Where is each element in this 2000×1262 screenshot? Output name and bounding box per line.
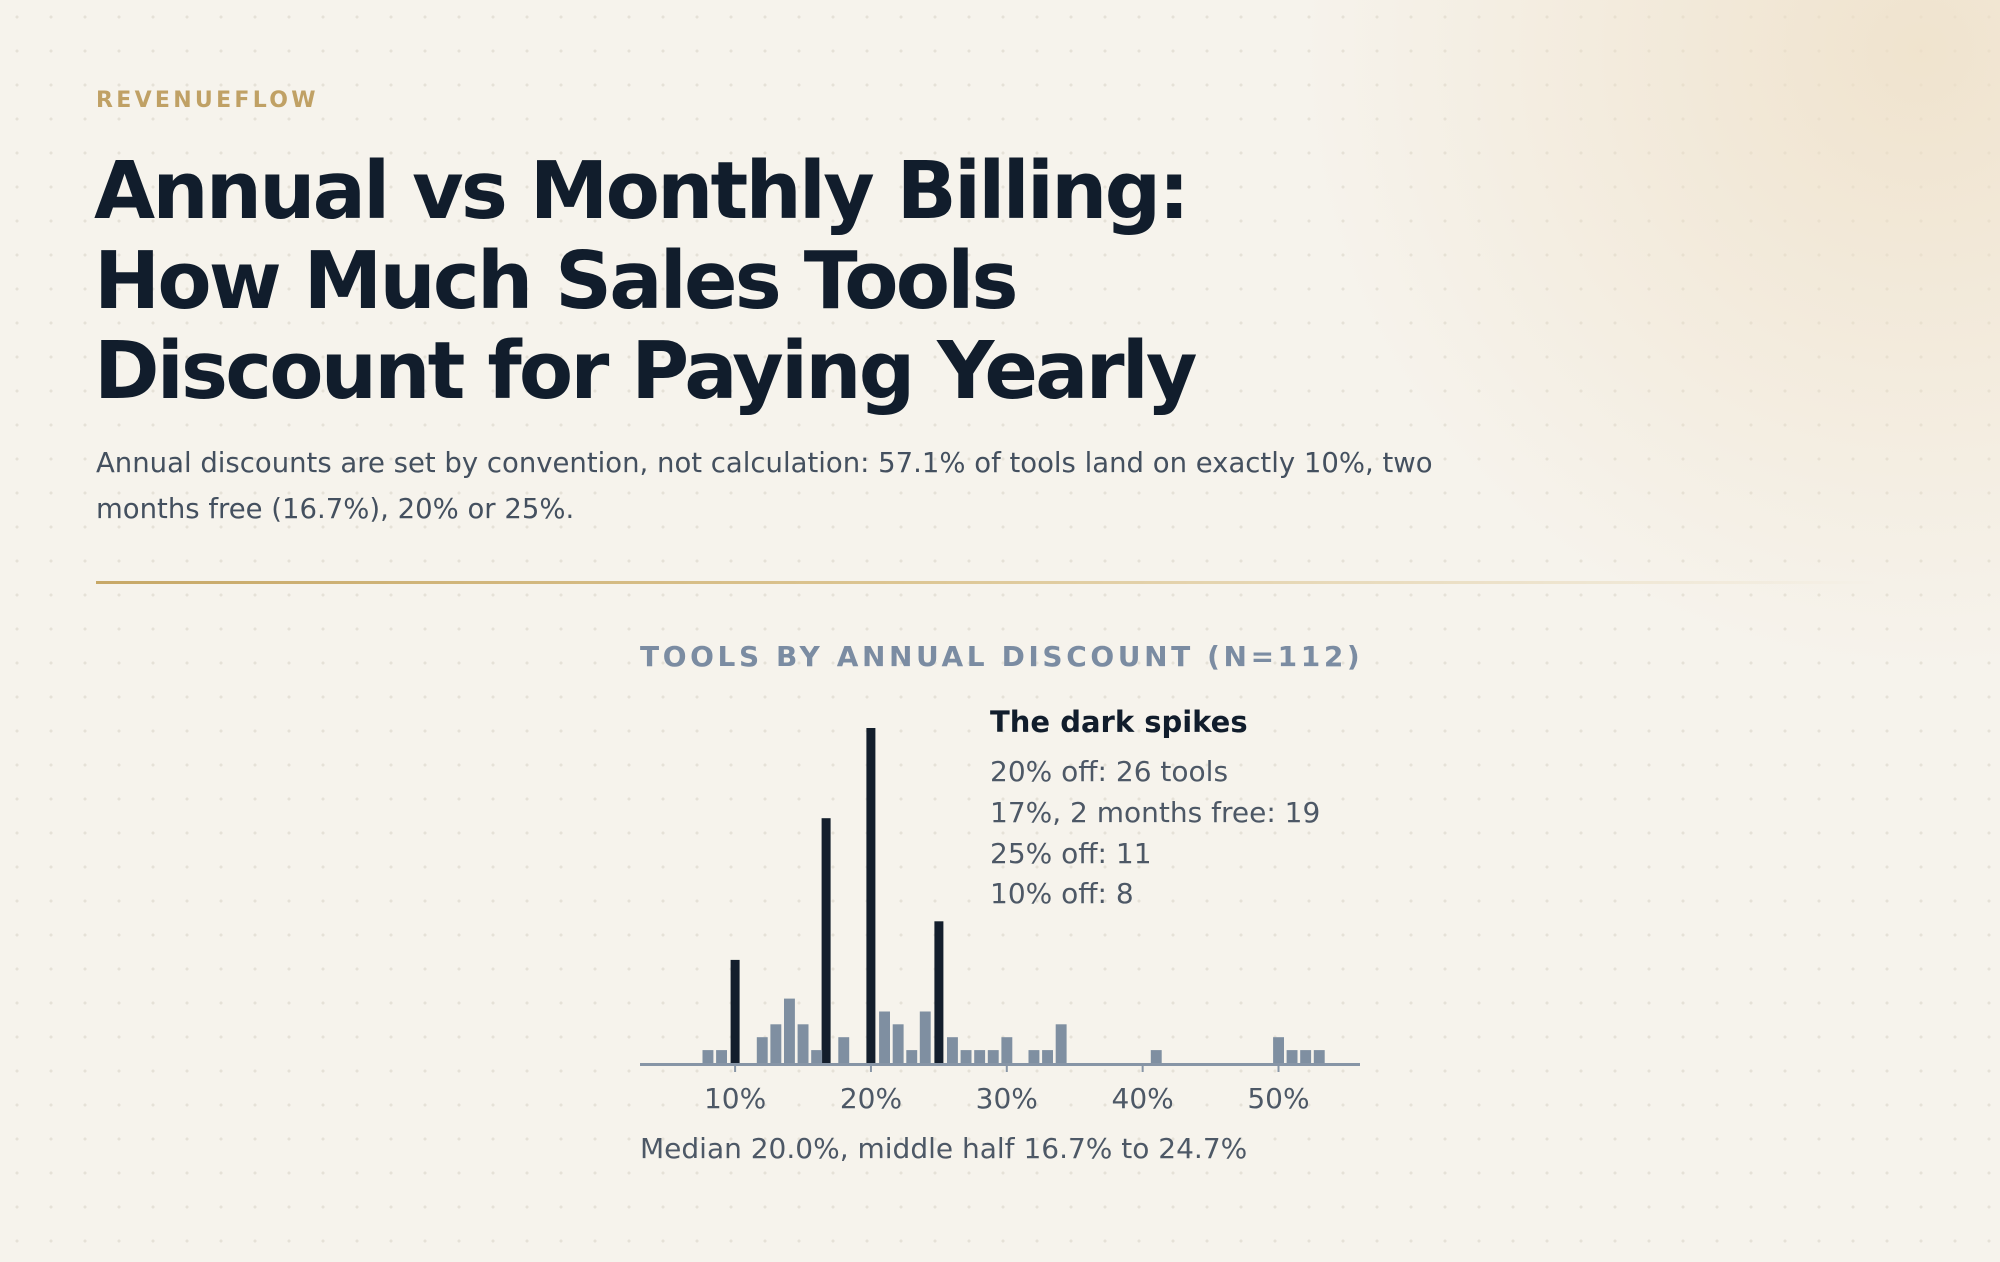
histogram-bar — [784, 998, 795, 1063]
histogram-bar — [1313, 1050, 1325, 1063]
histogram-bar — [716, 1050, 727, 1063]
annotation-block: The dark spikes 20% off: 26 tools 17%, 2… — [990, 705, 1320, 910]
x-tick-label: 20% — [840, 1082, 902, 1115]
histogram-bar — [1300, 1050, 1312, 1063]
histogram-bar — [797, 1024, 809, 1063]
annotation-line: 10% off: 8 — [990, 877, 1134, 910]
histogram-bar — [1001, 1037, 1013, 1063]
histogram-bar — [879, 1011, 890, 1063]
page-title: Annual vs Monthly Billing: How Much Sale… — [94, 146, 1394, 416]
title-line-3: Discount for Paying Yearly — [94, 325, 1198, 417]
x-axis-ticks: 10% 20% 30% 40% 50% — [704, 1063, 1310, 1115]
x-tick-label: 30% — [976, 1082, 1038, 1115]
histogram-bar — [756, 1037, 768, 1063]
histogram-bar — [1042, 1050, 1053, 1063]
histogram-bar — [1273, 1037, 1284, 1063]
histogram-bar — [919, 1011, 931, 1063]
histogram-bar — [702, 1050, 714, 1063]
bar-group — [702, 728, 1325, 1063]
spike-bar — [934, 921, 944, 1063]
chart-footnote: Median 20.0%, middle half 16.7% to 24.7% — [640, 1132, 1248, 1165]
chart-title: TOOLS BY ANNUAL DISCOUNT (N=112) — [640, 640, 1364, 673]
annotation-line: 17%, 2 months free: 19 — [990, 796, 1320, 829]
histogram-bar — [811, 1050, 823, 1063]
annotation-title: The dark spikes — [990, 705, 1248, 739]
histogram-bar — [906, 1050, 918, 1063]
spike-bar — [866, 728, 876, 1063]
x-tick-label: 50% — [1247, 1082, 1309, 1115]
histogram-bar — [987, 1050, 999, 1063]
histogram-bar — [892, 1024, 904, 1063]
subtitle: Annual discounts are set by convention, … — [96, 447, 1433, 525]
spike-bar — [821, 818, 831, 1063]
x-tick-label: 40% — [1112, 1082, 1174, 1115]
histogram-bar — [960, 1050, 972, 1063]
title-line-1: Annual vs Monthly Billing: — [94, 145, 1190, 237]
x-tick-label: 10% — [704, 1082, 766, 1115]
histogram-bar — [974, 1050, 986, 1063]
histogram-bar — [770, 1024, 782, 1063]
histogram-bar — [1028, 1050, 1040, 1063]
histogram-bar — [1055, 1024, 1067, 1063]
histogram-bar — [1150, 1050, 1162, 1063]
annotation-line: 25% off: 11 — [990, 837, 1152, 870]
histogram-bar — [1286, 1050, 1298, 1063]
spike-bar — [730, 959, 740, 1063]
annotation-line: 20% off: 26 tools — [990, 755, 1228, 788]
title-line-2: How Much Sales Tools — [94, 235, 1019, 327]
brand-label: REVENUEFLOW — [96, 88, 319, 113]
divider — [96, 581, 1876, 584]
histogram-bar — [947, 1037, 958, 1063]
histogram-bar — [838, 1037, 850, 1063]
